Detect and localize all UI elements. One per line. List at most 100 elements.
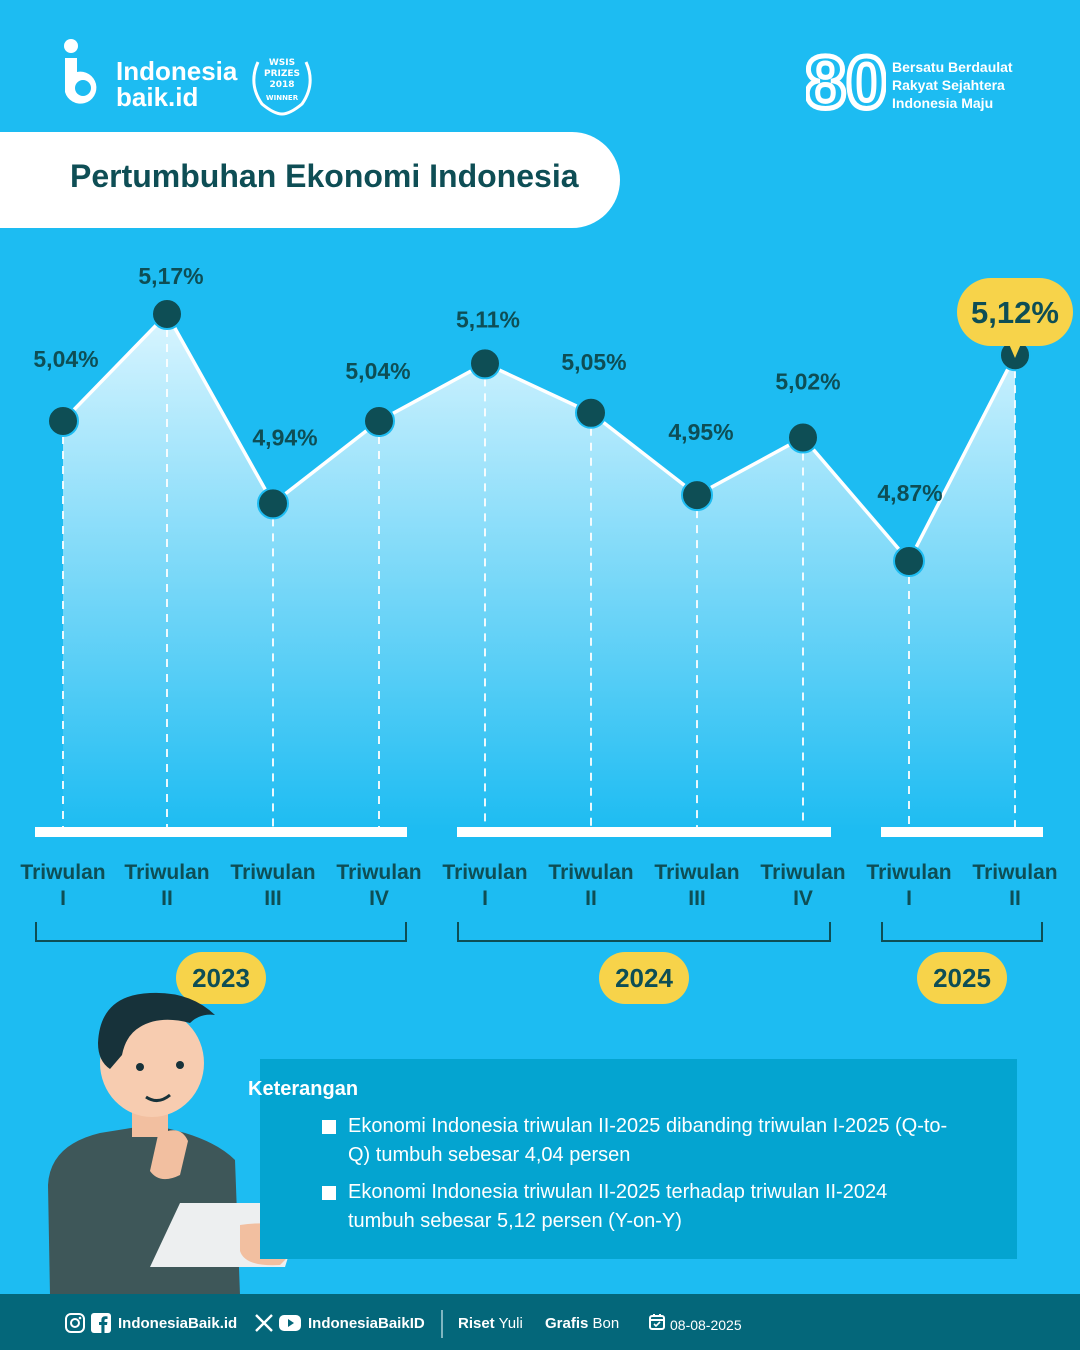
x-tick-label-line1: Triwulan <box>336 861 422 884</box>
year-bracket <box>881 922 1043 942</box>
data-point-5 <box>469 347 501 380</box>
x-tick-label: Triwulan III <box>645 860 749 912</box>
data-point-9 <box>893 545 925 577</box>
footer-handle-1[interactable]: IndonesiaBaik.id <box>118 1315 237 1332</box>
notes-box <box>260 1059 1017 1259</box>
indonesiabaik-logo <box>64 39 97 104</box>
year-badge: 2024 <box>599 952 689 1004</box>
grafis-label: Grafis <box>545 1315 589 1332</box>
x-tick-label-line1: Triwulan <box>20 861 106 884</box>
brand-name-line2: baik.id <box>116 82 199 112</box>
laurel-icon <box>252 61 312 116</box>
footer-handle-2-text: IndonesiaBaikID <box>308 1315 425 1332</box>
year-bracket <box>457 922 831 942</box>
footer-handle-1-text: IndonesiaBaik.id <box>118 1315 238 1332</box>
data-label-10: 5,12% <box>971 295 1059 330</box>
data-label-7: 4,95% <box>668 419 733 445</box>
data-label-3: 4,94% <box>252 424 317 450</box>
x-tick-label: Triwulan II <box>539 860 643 912</box>
calendar-icon <box>649 1314 665 1330</box>
series-line <box>61 311 1017 565</box>
x-twitter-icon[interactable] <box>254 1313 274 1333</box>
chart-title: Pertumbuhan Ekonomi Indonesia <box>70 158 579 194</box>
year-badge: 2025 <box>917 952 1007 1004</box>
x-axis-segment <box>35 827 407 837</box>
data-point-3 <box>257 487 289 520</box>
year-bracket <box>35 922 407 942</box>
x-tick-label-line2: IV <box>369 887 389 910</box>
x-tick-label: Triwulan IV <box>751 860 855 912</box>
x-tick-label-line2: I <box>482 887 488 910</box>
tagline-line2: Rakyat Sejahtera <box>892 77 1005 93</box>
data-label-6: 5,05% <box>561 349 626 375</box>
data-point-7 <box>681 479 713 512</box>
x-tick-label-line2: I <box>60 887 66 910</box>
x-tick-label-line1: Triwulan <box>124 861 210 884</box>
data-point-6 <box>575 396 607 429</box>
grafis-name: Bon <box>592 1315 620 1332</box>
footer-divider <box>441 1310 443 1338</box>
x-tick-label: Triwulan I <box>857 860 961 912</box>
x-tick-label: Triwulan I <box>433 860 537 912</box>
data-point-8 <box>787 421 819 454</box>
note-item-1: Ekonomi Indonesia triwulan II-2025 diban… <box>348 1115 948 1166</box>
data-label-1: 5,04% <box>33 346 98 372</box>
x-axis-segment <box>457 827 831 837</box>
title-pill <box>0 132 620 228</box>
data-point-4 <box>363 405 395 437</box>
x-axis-segment <box>881 827 1043 837</box>
youtube-icon[interactable] <box>278 1313 302 1333</box>
note-item-2: Ekonomi Indonesia triwulan II-2025 terha… <box>348 1181 888 1232</box>
notes-title: Keterangan <box>248 1078 359 1100</box>
footer-bar <box>0 1294 1080 1350</box>
x-tick-label: Triwulan II <box>963 860 1067 912</box>
x-tick-label-line2: I <box>906 887 912 910</box>
footer-date: 08-08-2025 <box>670 1317 742 1333</box>
data-label-5: 5,11% <box>456 306 520 332</box>
brand-name-line1: Indonesia <box>116 56 238 86</box>
x-tick-label-line2: II <box>585 887 597 910</box>
wsis-award-badge: WSIS PRIZES 2018 WINNER <box>248 52 316 118</box>
x-tick-label-line2: III <box>264 887 282 910</box>
area-fill <box>63 314 1015 830</box>
x-tick-label: Triwulan III <box>221 860 325 912</box>
bullet-icon <box>322 1120 336 1134</box>
x-tick-label-line1: Triwulan <box>866 861 952 884</box>
instagram-icon[interactable] <box>64 1312 86 1334</box>
data-label-8: 5,02% <box>775 369 840 395</box>
footer-handle-2[interactable]: IndonesiaBaikID <box>308 1315 425 1332</box>
x-tick-label-line2: II <box>161 887 173 910</box>
data-point-2 <box>151 298 183 330</box>
footer-riset: Riset Yuli <box>458 1315 523 1332</box>
x-tick-label-line2: III <box>688 887 706 910</box>
footer-grafis: Grafis Bon <box>545 1315 619 1332</box>
data-label-2: 5,17% <box>138 263 203 289</box>
facebook-icon[interactable] <box>90 1312 112 1334</box>
data-label-9: 4,87% <box>877 480 942 506</box>
anniversary-number: 80 <box>806 46 886 116</box>
tagline: Bersatu Berdaulat Rakyat Sejahtera Indon… <box>892 58 1013 112</box>
x-tick-label-line1: Triwulan <box>972 861 1058 884</box>
bullet-icon <box>322 1186 336 1200</box>
riset-label: Riset <box>458 1315 495 1332</box>
highlight-bubble <box>957 278 1073 346</box>
x-tick-label-line1: Triwulan <box>442 861 528 884</box>
brand-name: Indonesia baik.id <box>116 58 237 110</box>
award-line2: PRIZES <box>263 69 301 79</box>
award-line1: WSIS <box>268 58 296 68</box>
data-point-1 <box>47 405 79 437</box>
tagline-line1: Bersatu Berdaulat <box>892 59 1013 75</box>
award-line4: WINNER <box>265 94 299 102</box>
x-tick-label: Triwulan I <box>11 860 115 912</box>
x-tick-label-line2: IV <box>793 887 813 910</box>
x-tick-label: Triwulan II <box>115 860 219 912</box>
x-tick-label-line1: Triwulan <box>548 861 634 884</box>
x-tick-label-line1: Triwulan <box>230 861 316 884</box>
tagline-line3: Indonesia Maju <box>892 95 994 111</box>
x-tick-label-line1: Triwulan <box>760 861 846 884</box>
x-tick-label-line2: II <box>1009 887 1021 910</box>
year-badge: 2023 <box>176 952 266 1004</box>
award-line3: 2018 <box>269 80 295 90</box>
riset-name: Yuli <box>498 1315 523 1332</box>
anniversary-80-logo: 80 <box>806 46 886 116</box>
